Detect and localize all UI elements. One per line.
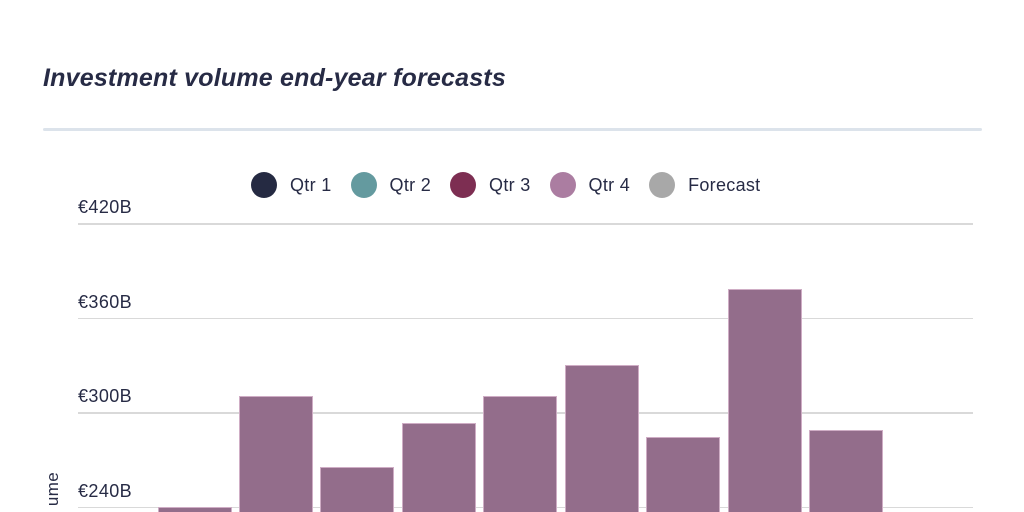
y-tick-label: €420B [78, 197, 133, 217]
legend-item-label: Qtr 4 [588, 174, 631, 195]
legend-item-label: Qtr 1 [290, 174, 332, 195]
bar-3[interactable] [320, 467, 395, 512]
gridline-360 [78, 317, 973, 320]
y-tick-label: €240B [78, 480, 133, 501]
legend-dot-icon [649, 172, 676, 198]
legend-item-qtr-3[interactable]: Qtr 3 [450, 172, 531, 198]
bar-6[interactable] [564, 364, 639, 512]
legend-dot-icon [350, 172, 377, 198]
legend-item-label: Forecast [688, 174, 761, 195]
bar-4[interactable] [401, 423, 476, 512]
bar-8[interactable] [727, 289, 802, 512]
page-title: Investment volume end-year forecasts [43, 64, 506, 92]
legend-item-label: Qtr 3 [489, 174, 531, 195]
legend-item-qtr-1[interactable]: Qtr 1 [251, 172, 332, 198]
title-divider [43, 128, 982, 131]
y-tick-label: €300B [78, 386, 133, 407]
gridline-420 [78, 223, 973, 225]
bar-5[interactable] [483, 396, 558, 512]
legend-dot-icon [549, 172, 576, 198]
legend-item-label: Qtr 2 [389, 174, 432, 195]
y-tick-label: €360B [78, 291, 133, 312]
bar-7[interactable] [646, 437, 721, 512]
legend-item-forecast[interactable]: Forecast [649, 172, 760, 198]
legend-dot-icon [251, 172, 277, 198]
legend-dot-icon [450, 172, 477, 198]
legend-item-qtr-4[interactable]: Qtr 4 [549, 172, 631, 198]
y-axis-title: ume [43, 471, 62, 507]
legend: Qtr 1 Qtr 2 Qtr 3 Qtr 4 Forecast [251, 172, 761, 198]
bar-9[interactable] [809, 429, 884, 512]
bar-2[interactable] [238, 396, 313, 512]
bar-1[interactable] [157, 506, 232, 512]
legend-item-qtr-2[interactable]: Qtr 2 [350, 172, 432, 198]
